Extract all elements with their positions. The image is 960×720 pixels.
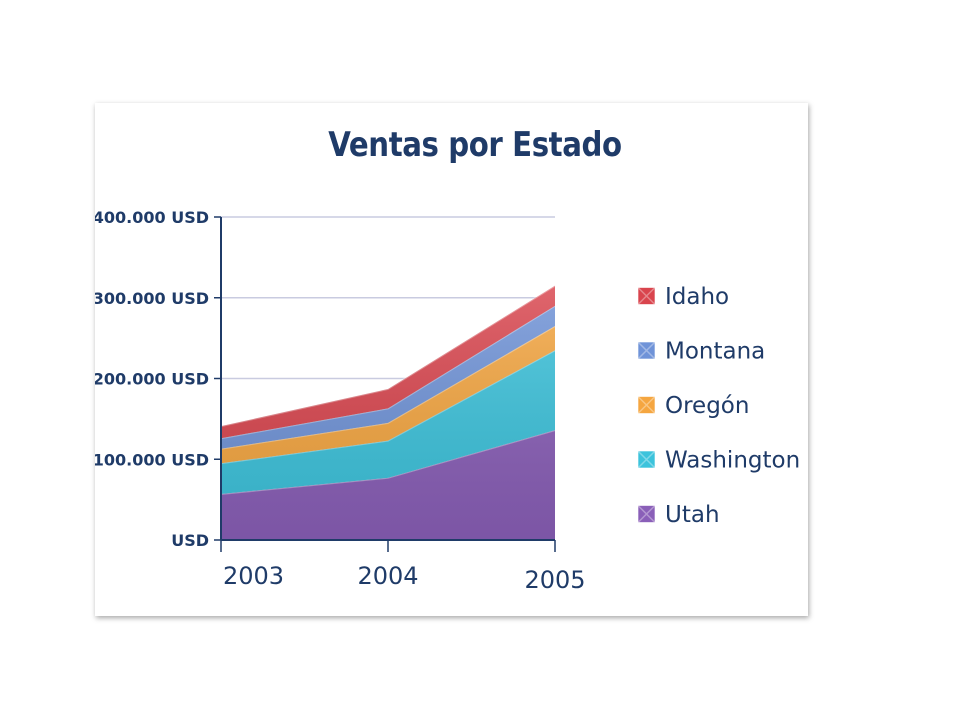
chart-plot: USD 100.000 USD 200.000 USD 300.000 USD 400.… — [95, 208, 800, 594]
area-shading — [221, 285, 555, 540]
legend-item-washington: Washington — [637, 448, 800, 474]
legend-label: Montana — [665, 339, 765, 365]
y-tick-label: 300.000 USD — [95, 289, 209, 308]
x-tick-label: 2004 — [357, 562, 418, 590]
legend-swatch — [637, 505, 656, 523]
legend-swatch-bevel — [637, 395, 656, 415]
legend-swatch — [637, 341, 656, 360]
legend-item-oregn: Oregón — [637, 393, 749, 419]
legend-swatch-bevel — [637, 504, 656, 524]
x-tick-label: 2005 — [524, 566, 585, 594]
axes: USD 100.000 USD 200.000 USD 300.000 USD 400.… — [95, 208, 586, 594]
chart-card: Ventas por Estado USD 100.000 USD 200.000 … — [95, 103, 808, 616]
legend: Idaho Montana Oregón Washington Utah — [637, 284, 800, 528]
legend-swatch — [637, 287, 656, 305]
legend-item-montana: Montana — [637, 339, 765, 365]
area-series — [220, 284, 556, 540]
legend-label: Utah — [665, 502, 720, 528]
y-tick-label: 200.000 USD — [95, 370, 209, 389]
y-tick-label: USD — [171, 531, 209, 550]
legend-swatch-bevel — [637, 450, 656, 469]
legend-swatch — [637, 450, 656, 469]
legend-label: Oregón — [665, 393, 749, 419]
y-tick-label: 400.000 USD — [95, 208, 209, 227]
legend-label: Idaho — [665, 284, 729, 310]
legend-item-idaho: Idaho — [637, 284, 729, 310]
x-tick-label: 2003 — [223, 562, 284, 590]
legend-swatch-bevel — [637, 341, 656, 360]
chart-title: Ventas por Estado — [328, 125, 622, 165]
legend-item-utah: Utah — [637, 502, 720, 528]
legend-label: Washington — [665, 448, 800, 474]
legend-swatch-bevel — [637, 286, 656, 306]
y-tick-label: 100.000 USD — [95, 450, 209, 469]
legend-swatch — [637, 396, 656, 414]
